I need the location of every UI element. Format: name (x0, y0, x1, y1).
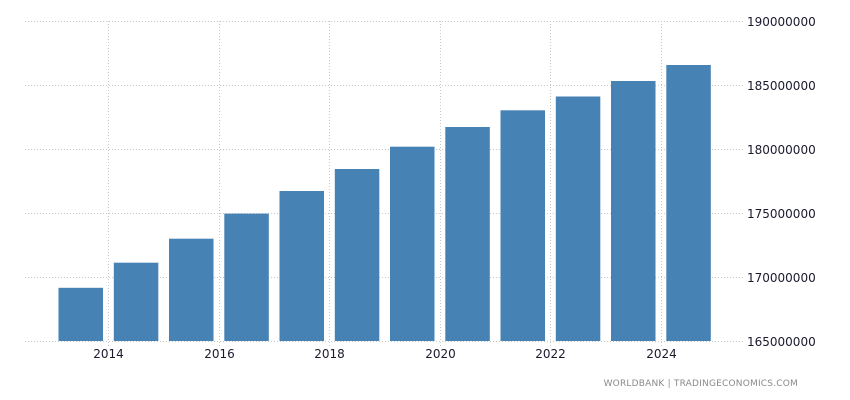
vertical-gridlines (108, 21, 662, 346)
y-tick-label: 170000000 (747, 271, 816, 285)
y-tick-label: 190000000 (747, 15, 816, 29)
bar-2013 (58, 287, 103, 341)
bar-2018 (334, 169, 380, 341)
bar-2019 (390, 146, 435, 341)
bar-2020 (445, 127, 490, 341)
x-tick-label: 2024 (646, 347, 677, 361)
x-tick-label: 2014 (93, 347, 124, 361)
y-axis-labels: 165000000 170000000 175000000 180000000 1850… (747, 15, 816, 349)
x-tick-label: 2018 (314, 347, 345, 361)
bar-2017 (279, 191, 324, 341)
x-tick-label: 2020 (425, 347, 456, 361)
bar-2022 (555, 96, 601, 341)
bar-2023 (611, 81, 656, 341)
bar-2024 (666, 65, 711, 341)
x-axis-labels: 2014 2016 2018 2020 2022 2024 (93, 347, 677, 361)
bars (58, 65, 711, 341)
y-tick-label: 180000000 (747, 143, 816, 157)
x-tick-label: 2016 (204, 347, 235, 361)
bar-2015 (169, 238, 214, 341)
bar-2014 (113, 262, 159, 341)
x-tick-label: 2022 (535, 347, 566, 361)
y-tick-label: 185000000 (747, 79, 816, 93)
bar-2016 (224, 213, 269, 341)
source-credit: WORLDBANK | TRADINGECONOMICS.COM (603, 379, 798, 389)
y-tick-label: 165000000 (747, 335, 816, 349)
bar-2021 (500, 110, 545, 341)
y-tick-label: 175000000 (747, 207, 816, 221)
